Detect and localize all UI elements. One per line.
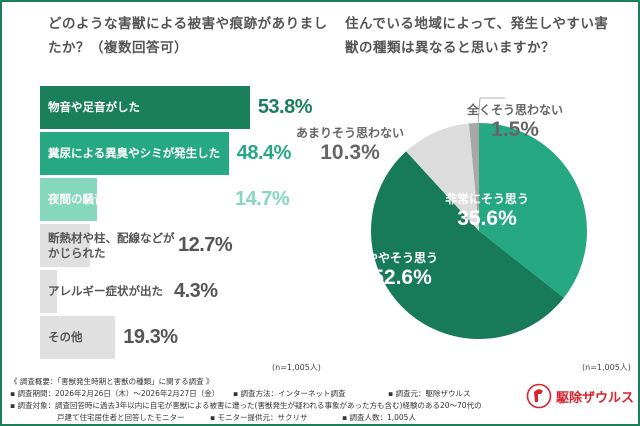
bar	[40, 270, 57, 313]
pie-slice-somewhat-disagree	[406, 123, 479, 231]
bar-n: (n=1,005人)	[272, 363, 321, 372]
pie-label-strongly-agree: 非常にそう思う 35.6%	[445, 192, 529, 230]
bar	[40, 86, 250, 129]
pie-slice-strongly-disagree	[468, 123, 479, 231]
bar	[40, 224, 90, 267]
bar-label: その他	[48, 330, 83, 344]
pie-label-somewhat-disagree: あまりそう思わない 10.3%	[295, 126, 405, 164]
bar-chart-title: どのような害獣による被害や痕跡がありましたか？（複数回答可）	[48, 16, 328, 56]
survey-period: ▪ 調査期間：2026年2月26日（木）～2026年2月27日（金）	[10, 389, 220, 398]
bar-label: 夜間の騒音による睡眠不足・不眠	[48, 192, 221, 206]
survey-source: ▪ 調査元：駆除ザウルス	[388, 389, 471, 398]
leader-line	[477, 97, 481, 125]
survey-count: ▪ 調査人数：1,005人	[342, 413, 416, 422]
pie-label-somewhat-agree: ややそう思う 52.6%	[365, 251, 439, 289]
bar-value-label: 19.3%	[123, 326, 178, 348]
bar-value-label: 48.4%	[236, 142, 292, 164]
bar-label: 物音や足音がした	[48, 100, 140, 114]
logo: 駆除ザウルス	[526, 383, 634, 409]
bar-label: 糞尿による異臭やシミが発生した	[48, 146, 221, 160]
pie-chart-title: 住んでいる地域によって、発生しやすい害獣の種類は異なると思いますか？	[345, 16, 609, 56]
survey-overview: 《 調査概要：「害獣発生時期と害獣の種類」に関する調査 》	[10, 377, 214, 386]
bar	[40, 178, 98, 221]
bar-value-label: 4.3%	[174, 280, 218, 302]
bar-label: 断熱材や柱、配線などがかじられた	[48, 231, 175, 260]
monitor-provider: ▪ モニター提供元：サクリサ	[210, 413, 308, 422]
survey-method: ▪ 調査方法：インターネット調査	[233, 389, 346, 398]
survey-target-cont: 戸建て住宅居住者と回答したモニター	[57, 413, 185, 422]
pie-slice-somewhat-agree	[370, 151, 564, 340]
pie-slice-strongly-agree	[479, 123, 587, 298]
bar-value-label: 14.7%	[235, 188, 290, 210]
pie-n: (n=1,005人)	[582, 363, 631, 372]
bar-value-label: 12.7%	[178, 234, 233, 256]
pie-label-strongly-disagree: 全くそう思わない 1.5%	[466, 103, 564, 141]
bar-value-label: 53.8%	[257, 96, 313, 118]
bar	[40, 132, 229, 175]
dinosaur-logo-icon	[526, 383, 552, 409]
bar-label: アレルギー症状が出た	[48, 284, 163, 298]
logo-text: 駆除ザウルス	[556, 390, 635, 406]
survey-target: ▪ 調査対象：調査回答時に過去3年以内に自宅が害獣による被害に遭った(害獣発生が…	[10, 401, 482, 410]
bar	[40, 316, 116, 359]
